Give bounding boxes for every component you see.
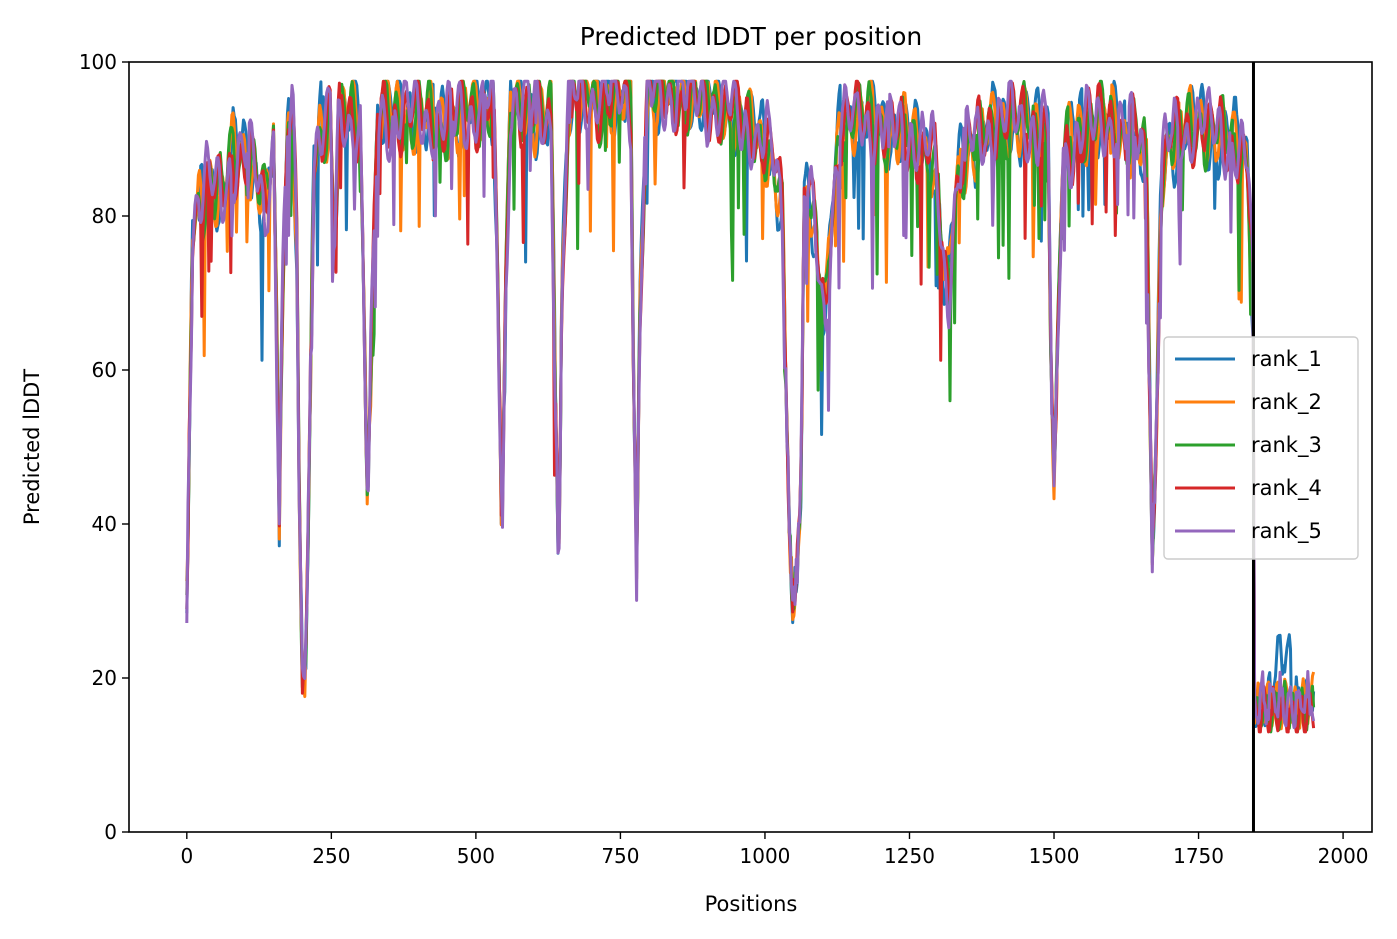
legend-label-rank_1: rank_1 (1251, 347, 1322, 372)
y-tick-label: 0 (104, 820, 117, 844)
y-axis-ticks: 0 20 40 60 80 100 (79, 50, 129, 844)
legend-box (1163, 336, 1359, 560)
y-tick-label: 20 (92, 666, 117, 690)
x-axis-ticks: 0 250 500 750 1000 1250 1500 1750 2000 (180, 832, 1369, 868)
plot-frame (128, 61, 1373, 833)
chart-title: Predicted lDDT per position (580, 22, 922, 51)
legend-label-rank_5: rank_5 (1251, 519, 1322, 544)
x-tick-label: 500 (457, 844, 495, 868)
y-axis-title: Predicted lDDT (20, 369, 44, 525)
x-tick-label: 0 (180, 844, 193, 868)
x-tick-label: 250 (312, 844, 350, 868)
legend: rank_1 rank_2 rank_3 rank_4 rank_5 (1163, 336, 1359, 560)
legend-label-rank_4: rank_4 (1251, 476, 1322, 501)
y-tick-label: 60 (92, 358, 117, 382)
x-tick-label: 2000 (1318, 844, 1369, 868)
x-tick-label: 1500 (1029, 844, 1080, 868)
x-tick-label: 1250 (884, 844, 935, 868)
series-layer (185, 79, 1316, 734)
x-tick-label: 1750 (1173, 844, 1224, 868)
series-line-rank_4 (185, 79, 1316, 734)
series-line-rank_5 (185, 79, 1316, 730)
y-tick-label: 40 (92, 512, 117, 536)
x-axis-title: Positions (705, 892, 798, 916)
legend-label-rank_3: rank_3 (1251, 433, 1322, 458)
x-tick-label: 750 (601, 844, 639, 868)
y-tick-label: 80 (92, 204, 117, 228)
y-tick-label: 100 (79, 50, 117, 74)
x-tick-label: 1000 (740, 844, 791, 868)
legend-label-rank_2: rank_2 (1251, 390, 1322, 415)
